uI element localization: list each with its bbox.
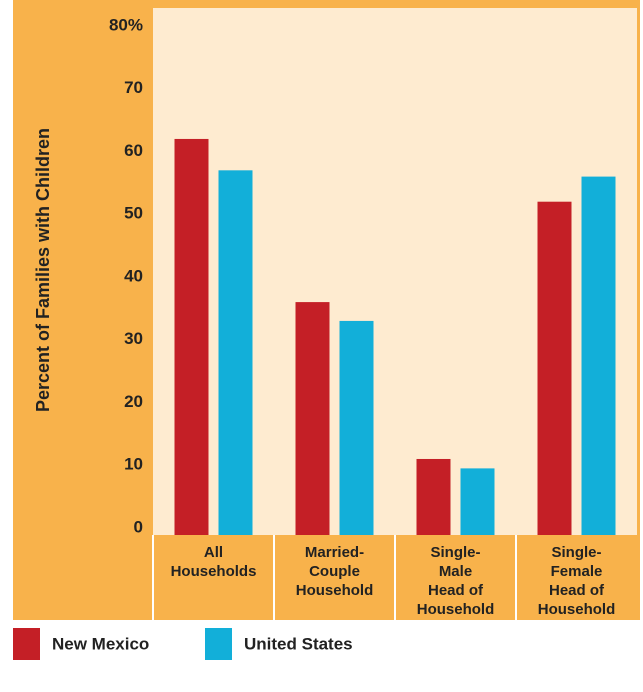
bar <box>218 170 253 535</box>
bar <box>174 138 209 535</box>
y-tick-label: 0 <box>134 517 143 536</box>
y-axis-label: Percent of Families with Children <box>33 128 53 412</box>
x-tick-label-line: Male <box>439 563 472 580</box>
x-tick-label-line: Household <box>417 601 495 618</box>
x-tick-label: All Households <box>171 544 257 580</box>
x-tick-label-line: Female <box>551 563 603 580</box>
legend-label: New Mexico <box>52 634 149 653</box>
legend-swatch <box>205 628 232 660</box>
x-tick-label: Single- Female Head of Household <box>538 544 616 618</box>
y-tick-label: 70 <box>124 78 143 97</box>
bar <box>295 302 330 535</box>
y-tick-label: 10 <box>124 455 143 474</box>
x-tick-label-line: Household <box>538 601 616 618</box>
x-tick-label-line: Head of <box>549 582 605 599</box>
x-tick-label: Married- Couple Household <box>296 544 374 599</box>
bar <box>339 320 374 535</box>
bar <box>460 468 495 535</box>
y-tick-label: 50 <box>124 204 143 223</box>
x-tick-label-line: Households <box>171 563 257 580</box>
x-tick-label-line: All <box>204 544 223 561</box>
x-tick-label-line: Single- <box>430 544 480 561</box>
x-tick-label-line: Head of <box>428 582 484 599</box>
bar <box>416 458 451 535</box>
x-tick-label-line: Married- <box>305 544 364 561</box>
x-tick-label: Single- Male Head of Household <box>417 544 495 618</box>
y-tick-label: 40 <box>124 266 143 285</box>
y-tick-label: 20 <box>124 392 143 411</box>
y-tick-label: 30 <box>124 329 143 348</box>
x-tick-label-line: Household <box>296 582 374 599</box>
y-tick-label: 80% <box>109 15 143 34</box>
x-tick-label-line: Couple <box>309 563 360 580</box>
bar <box>581 176 616 535</box>
legend-label: United States <box>244 634 353 653</box>
legend-swatch <box>13 628 40 660</box>
bar <box>537 201 572 535</box>
y-tick-label: 60 <box>124 141 143 160</box>
x-tick-label-line: Single- <box>551 544 601 561</box>
